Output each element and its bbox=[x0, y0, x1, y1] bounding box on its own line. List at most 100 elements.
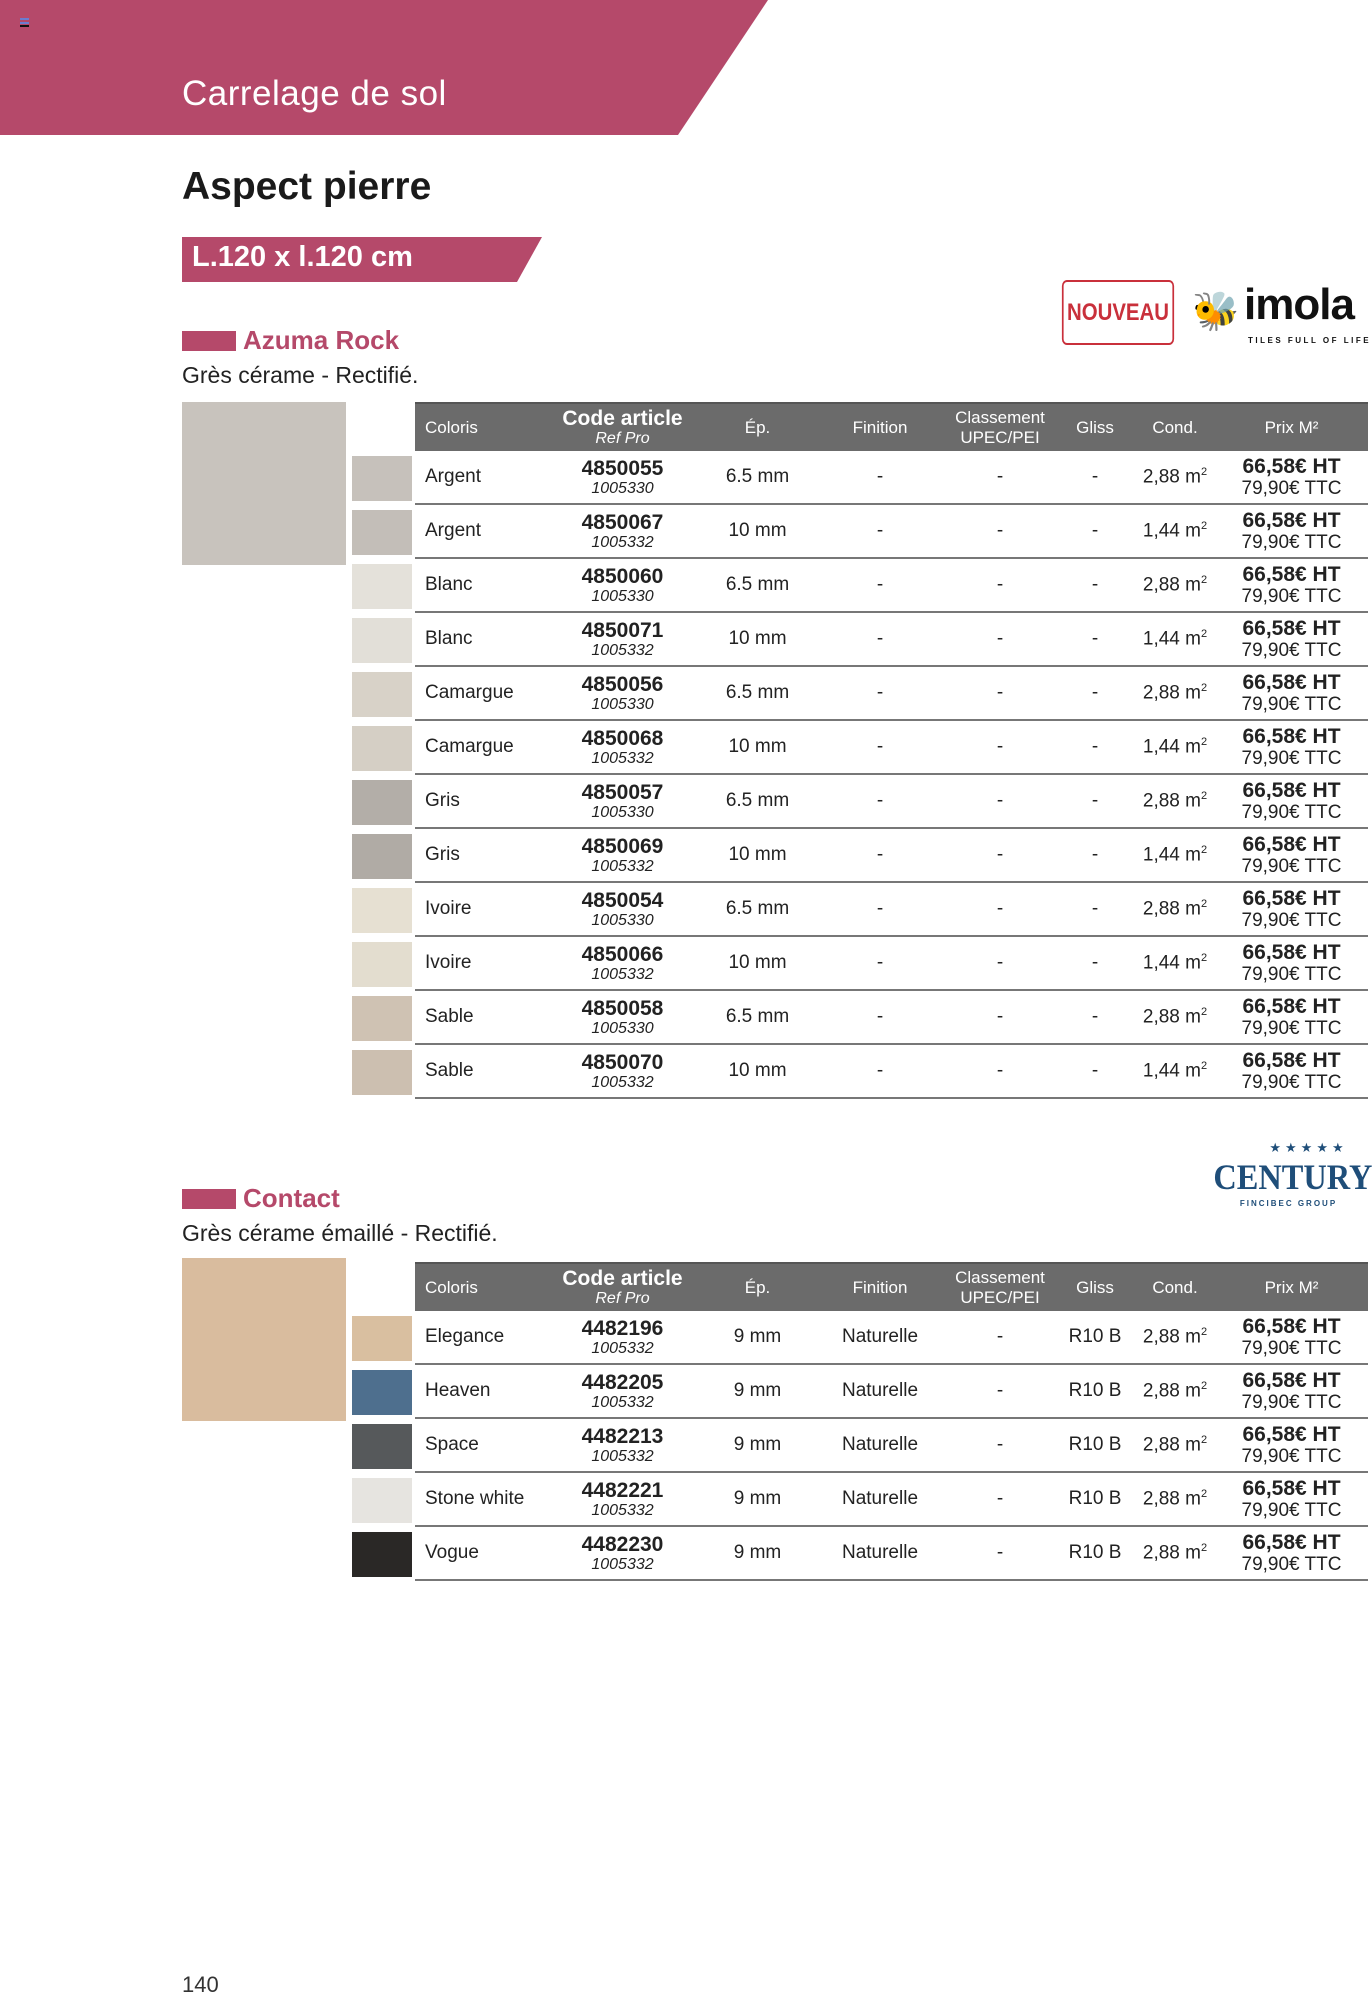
cell-code: 4850057 1005330 bbox=[555, 781, 690, 822]
century-wordmark: CENTURY bbox=[1213, 1157, 1372, 1197]
table-row: Blanc 4850071 1005332 10 mm - - - 1,44 m2… bbox=[352, 613, 1368, 667]
product-subtitle: Grès cérame émaillé - Rectifié. bbox=[182, 1220, 498, 1246]
table-row: Argent 4850055 1005330 6.5 mm - - - 2,88 … bbox=[352, 451, 1368, 505]
col-ref-label: Ref Pro bbox=[595, 430, 650, 447]
ref-pro: 1005330 bbox=[591, 479, 654, 497]
cell-code: 4850060 1005330 bbox=[555, 565, 690, 606]
menu-icon[interactable] bbox=[20, 18, 29, 27]
cell-gliss: - bbox=[1091, 520, 1099, 541]
article-code: 4482205 bbox=[581, 1370, 664, 1394]
col-prix: Prix M² bbox=[1264, 417, 1319, 437]
product-heading: Contact bbox=[182, 1183, 340, 1214]
cell-classement: - bbox=[996, 1542, 1004, 1563]
cell-ep: 6.5 mm bbox=[725, 790, 790, 811]
table-row: Ivoire 4850054 1005330 6.5 mm - - - 2,88 … bbox=[352, 883, 1368, 937]
table-row: Vogue 4482230 1005332 9 mm Naturelle - R1… bbox=[352, 1527, 1368, 1581]
price-ttc: 79,90€ TTC bbox=[1241, 1392, 1342, 1413]
cond-value: 2,88 m bbox=[1142, 1326, 1201, 1348]
cell-classement: - bbox=[996, 1006, 1004, 1027]
color-swatch bbox=[352, 995, 415, 1041]
cell-prix: 66,58€ HT 79,90€ TTC bbox=[1225, 1369, 1358, 1413]
cell-cond: 2,88 m2 bbox=[1142, 1379, 1208, 1402]
cell-finition: - bbox=[876, 844, 884, 865]
cell-cond: 2,88 m2 bbox=[1142, 1325, 1208, 1348]
price-ht: 66,58€ HT bbox=[1242, 1423, 1341, 1446]
cell-coloris: Vogue bbox=[425, 1542, 479, 1563]
price-ttc: 79,90€ TTC bbox=[1241, 532, 1342, 553]
cell-gliss: - bbox=[1091, 790, 1099, 811]
price-ht: 66,58€ HT bbox=[1242, 1049, 1341, 1072]
ref-pro: 1005332 bbox=[591, 1339, 654, 1357]
col-ep: Ép. bbox=[744, 417, 771, 437]
table-row: Camargue 4850068 1005332 10 mm - - - 1,44… bbox=[352, 721, 1368, 775]
cell-code: 4850069 1005332 bbox=[555, 835, 690, 876]
product-heading: Azuma Rock bbox=[182, 325, 399, 356]
imola-logo: 🐝 imola TILES FULL OF LIFE bbox=[1192, 280, 1370, 348]
product-table: Coloris Code article Ref Pro Ép. Finition… bbox=[352, 402, 1368, 1099]
cell-coloris: Gris bbox=[425, 844, 460, 865]
cell-classement: - bbox=[996, 628, 1004, 649]
cell-finition: - bbox=[876, 790, 884, 811]
table-row: Heaven 4482205 1005332 9 mm Naturelle - R… bbox=[352, 1365, 1368, 1419]
cell-prix: 66,58€ HT 79,90€ TTC bbox=[1225, 563, 1358, 607]
product-table: Coloris Code article Ref Pro Ép. Finition… bbox=[352, 1262, 1368, 1581]
cell-cond: 1,44 m2 bbox=[1142, 843, 1208, 866]
col-classement-2: UPEC/PEI bbox=[960, 1287, 1040, 1307]
cell-code: 4850068 1005332 bbox=[555, 727, 690, 768]
table-row: Gris 4850057 1005330 6.5 mm - - - 2,88 m2… bbox=[352, 775, 1368, 829]
cell-gliss: - bbox=[1091, 466, 1099, 487]
ref-pro: 1005332 bbox=[591, 1393, 654, 1411]
cell-gliss: - bbox=[1091, 628, 1099, 649]
century-group: FINCIBEC GROUP bbox=[1239, 1199, 1338, 1208]
cell-ep: 10 mm bbox=[728, 520, 787, 541]
size-banner: L.120 x l.120 cm bbox=[182, 237, 542, 282]
cell-code: 4482213 1005332 bbox=[555, 1425, 690, 1466]
cell-classement: - bbox=[996, 790, 1004, 811]
cell-coloris: Argent bbox=[425, 520, 481, 541]
col-coloris: Coloris bbox=[425, 1277, 478, 1297]
col-prix: Prix M² bbox=[1264, 1277, 1319, 1297]
price-ttc: 79,90€ TTC bbox=[1241, 1018, 1342, 1039]
cell-prix: 66,58€ HT 79,90€ TTC bbox=[1225, 833, 1358, 877]
ref-pro: 1005330 bbox=[591, 911, 654, 929]
price-ht: 66,58€ HT bbox=[1242, 455, 1341, 478]
cond-value: 2,88 m bbox=[1142, 1006, 1201, 1028]
price-ttc: 79,90€ TTC bbox=[1241, 1446, 1342, 1467]
cell-code: 4850070 1005332 bbox=[555, 1051, 690, 1092]
cell-classement: - bbox=[996, 952, 1004, 973]
cell-finition: - bbox=[876, 736, 884, 757]
cell-ep: 6.5 mm bbox=[725, 574, 790, 595]
cell-prix: 66,58€ HT 79,90€ TTC bbox=[1225, 1531, 1358, 1575]
price-ttc: 79,90€ TTC bbox=[1241, 1554, 1342, 1575]
col-gliss: Gliss bbox=[1076, 417, 1114, 437]
article-code: 4850057 bbox=[581, 780, 664, 804]
cell-cond: 1,44 m2 bbox=[1142, 735, 1208, 758]
article-code: 4850056 bbox=[581, 672, 664, 696]
col-cond: Cond. bbox=[1152, 1277, 1198, 1297]
cond-value: 1,44 m bbox=[1142, 628, 1201, 650]
imola-wordmark: imola bbox=[1244, 280, 1355, 329]
cell-classement: - bbox=[996, 1326, 1004, 1347]
heading-marker bbox=[182, 1188, 236, 1209]
table-row: Sable 4850070 1005332 10 mm - - - 1,44 m2… bbox=[352, 1045, 1368, 1099]
price-ttc: 79,90€ TTC bbox=[1241, 856, 1342, 877]
cell-classement: - bbox=[996, 574, 1004, 595]
color-swatch bbox=[352, 1315, 415, 1361]
col-finition: Finition bbox=[852, 1277, 908, 1297]
price-ttc: 79,90€ TTC bbox=[1241, 802, 1342, 823]
cell-gliss: - bbox=[1091, 736, 1099, 757]
cell-cond: 2,88 m2 bbox=[1142, 897, 1208, 920]
cond-value: 2,88 m bbox=[1142, 466, 1201, 488]
cond-value: 2,88 m bbox=[1142, 682, 1201, 704]
cond-value: 2,88 m bbox=[1142, 1380, 1201, 1402]
color-swatch bbox=[352, 1477, 415, 1523]
cell-ep: 6.5 mm bbox=[725, 466, 790, 487]
cell-classement: - bbox=[996, 682, 1004, 703]
cell-classement: - bbox=[996, 736, 1004, 757]
article-code: 4850067 bbox=[581, 510, 664, 534]
cell-gliss: - bbox=[1091, 574, 1099, 595]
nouveau-badge: NOUVEAU bbox=[1061, 280, 1175, 345]
color-swatch bbox=[352, 509, 415, 555]
cell-ep: 10 mm bbox=[728, 736, 787, 757]
cell-cond: 2,88 m2 bbox=[1142, 1433, 1208, 1456]
